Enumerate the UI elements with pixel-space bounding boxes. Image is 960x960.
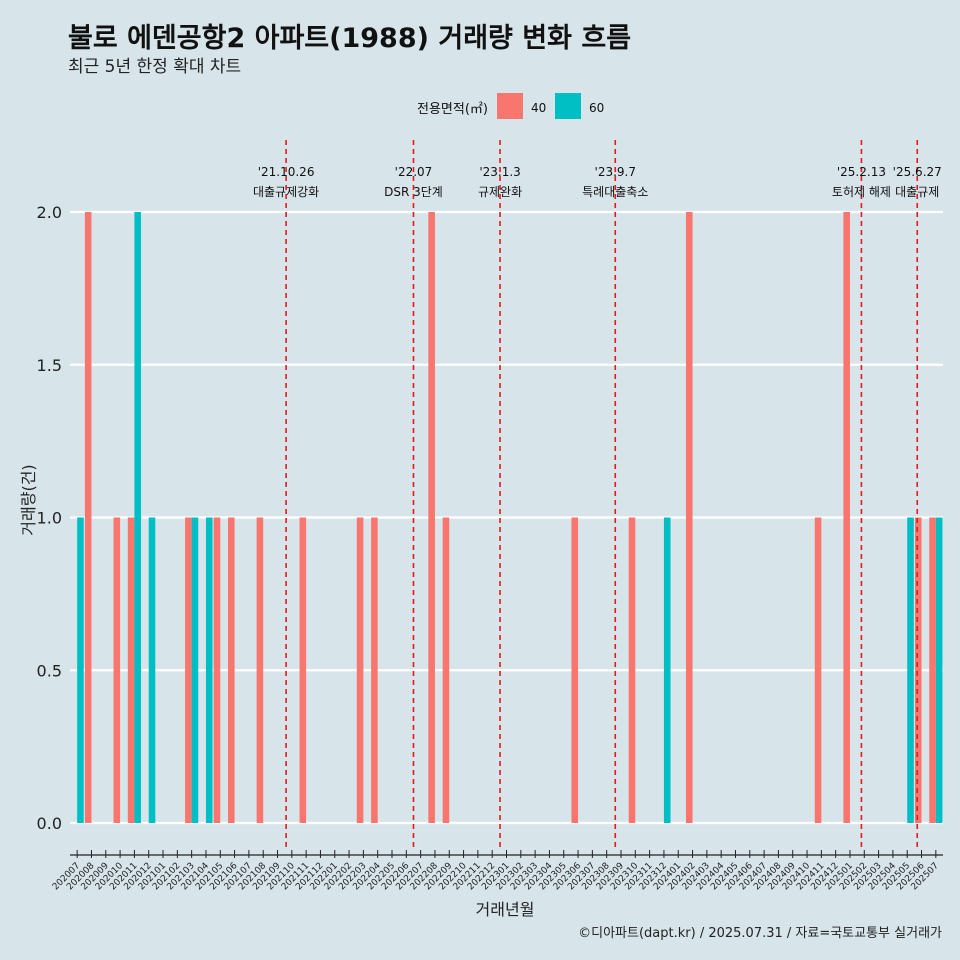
- bar-40-202103: [185, 517, 192, 823]
- bar-40-202106: [227, 517, 235, 823]
- bar-60-202507: [935, 517, 943, 823]
- bar-40-202111: [299, 517, 307, 823]
- event-label: 토허제 해제: [832, 185, 891, 199]
- x-axis-title: 거래년월: [476, 900, 535, 919]
- y-axis: 0.0 0.5 1.0 1.5 2.0: [37, 203, 62, 833]
- chart-subtitle: 최근 5년 한정 확대 차트: [68, 57, 242, 77]
- event-label: DSR 3단계: [384, 185, 443, 199]
- bar-60-202012: [148, 517, 156, 823]
- bar-40-202209: [442, 517, 450, 823]
- bar-40-202506: [914, 517, 922, 823]
- bar-60-202104: [205, 517, 213, 823]
- event-label: 규제완화: [478, 185, 522, 199]
- bar-40-202411: [814, 517, 822, 823]
- y-tick-label: 1.0: [37, 509, 62, 528]
- caption: ©디아파트(dapt.kr) / 2025.07.31 / 자료=국토교통부 실…: [578, 926, 942, 941]
- bar-40-202208: [428, 212, 435, 823]
- y-tick-label: 0.5: [37, 661, 62, 680]
- bar-40-202010: [113, 517, 121, 823]
- bar-40-202105: [213, 517, 221, 823]
- bar-40-202310: [628, 517, 636, 823]
- event-date: '21.10.26: [258, 165, 315, 179]
- event-lines: '21.10.26 대출규제강화 '22.07 DSR 3단계 '23.1.3 규제완화 '…: [253, 140, 942, 848]
- event-date: '25.2.13: [837, 165, 886, 179]
- legend-title: 전용면적(㎡): [417, 102, 488, 117]
- bar-60-202011: [134, 212, 141, 823]
- bar-60-202103: [191, 517, 199, 823]
- y-axis-title: 거래량(건): [19, 464, 38, 535]
- bar-40-202203: [356, 517, 364, 823]
- grid-lines: [70, 210, 943, 825]
- event-date: '23.9.7: [595, 165, 636, 179]
- legend-label-40: 40: [531, 101, 546, 115]
- bar-40-202011: [127, 517, 135, 823]
- legend-swatch-40: [497, 93, 523, 119]
- bar-40-202507: [929, 517, 936, 823]
- legend-swatch-60: [555, 93, 581, 119]
- bar-40-202402: [685, 212, 693, 823]
- bars: [77, 212, 943, 823]
- event-label: 대출규제강화: [253, 185, 319, 199]
- chart-title: 불로 에덴공항2 아파트(1988) 거래량 변화 흐름: [68, 23, 632, 54]
- event-label: 대출규제: [895, 185, 939, 199]
- legend: 전용면적(㎡) 40 60: [417, 93, 604, 119]
- y-tick-label: 2.0: [37, 203, 62, 222]
- bar-60-202312: [663, 517, 671, 823]
- x-axis: 2020072020082020092020102020112020122021…: [51, 850, 943, 892]
- y-tick-label: 1.5: [37, 356, 62, 375]
- event-label: 특례대출축소: [582, 185, 648, 199]
- event-date: '25.6.27: [893, 165, 942, 179]
- bar-40-202501: [843, 212, 850, 823]
- event-date: '22.07: [395, 165, 433, 179]
- event-date: '23.1.3: [479, 165, 520, 179]
- bar-40-202306: [571, 517, 579, 823]
- bar-40-202204: [371, 517, 378, 823]
- bar-40-202108: [256, 517, 264, 823]
- bar-60-202505: [907, 517, 914, 823]
- y-tick-label: 0.0: [37, 814, 62, 833]
- bar-60-202007: [77, 517, 84, 823]
- legend-label-60: 60: [589, 101, 604, 115]
- bar-40-202008: [84, 212, 92, 823]
